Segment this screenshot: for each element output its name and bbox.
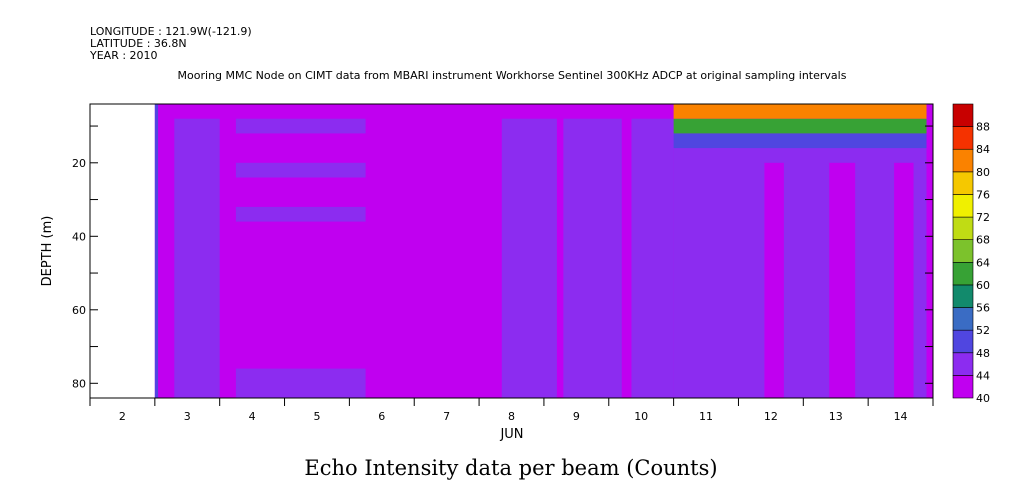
y-tick-label: 60 (72, 304, 86, 317)
x-tick-label: 14 (894, 410, 908, 423)
colorbar-tick-label: 64 (976, 256, 990, 269)
colorbar-tick-label: 84 (976, 143, 990, 156)
x-tick-label: 10 (634, 410, 648, 423)
heatmap-cell (235, 118, 366, 134)
colorbar-tick-label: 80 (976, 166, 990, 179)
heatmap-cells (154, 104, 933, 398)
colorbar-tick-label: 40 (976, 392, 990, 405)
colorbar-tick-label: 44 (976, 369, 990, 382)
x-tick-label: 3 (184, 410, 191, 423)
heatmap-cell (235, 162, 366, 178)
colorbar-tick-label: 88 (976, 121, 990, 134)
colorbar-tick-label: 56 (976, 302, 990, 315)
heatmap-cell (673, 133, 927, 149)
y-tick-label: 80 (72, 377, 86, 390)
year-label: YEAR : 2010 (89, 49, 158, 62)
colorbar-tick-label: 60 (976, 279, 990, 292)
heatmap-cell (631, 118, 674, 398)
colorbar-swatch (952, 307, 974, 331)
heatmap-cell (829, 162, 856, 398)
colorbar-swatch (952, 126, 974, 150)
heatmap-cell (764, 162, 784, 398)
colorbar-swatch (952, 103, 974, 127)
colorbar-swatch (952, 239, 974, 263)
colorbar-swatch (952, 352, 974, 376)
x-tick-label: 5 (313, 410, 320, 423)
figure-caption: Echo Intensity data per beam (Counts) (304, 456, 717, 480)
y-tick-label: 20 (72, 157, 86, 170)
heatmap-cell (712, 148, 739, 398)
x-tick-label: 8 (508, 410, 515, 423)
colorbar-tick-label: 72 (976, 211, 990, 224)
colorbar-swatch (952, 171, 974, 195)
colorbar-tick-label: 76 (976, 188, 990, 201)
heatmap-cell (501, 118, 557, 398)
colorbar-swatch (952, 148, 974, 173)
x-tick-label: 12 (764, 410, 778, 423)
colorbar-swatch (952, 284, 974, 308)
y-axis: 20 40 60 80 (72, 125, 933, 390)
x-tick-label: 2 (119, 410, 126, 423)
heatmap-cell (154, 104, 159, 398)
y-axis-title: DEPTH (m) (40, 216, 55, 287)
x-axis-title: JUN (499, 427, 523, 442)
heatmap-cell (673, 133, 927, 398)
colorbar-tick-label: 68 (976, 234, 990, 247)
colorbar-swatch (952, 194, 974, 218)
heatmap-cell (673, 104, 927, 119)
x-axis: 2 3 4 5 6 7 8 9 10 11 12 13 14 (89, 398, 934, 423)
colorbar-swatch (952, 375, 974, 399)
latitude-label: LATITUDE : 36.8N (90, 37, 187, 50)
colorbar-swatch (952, 262, 974, 286)
heatmap-cell (235, 368, 366, 398)
heatmap-cell (894, 162, 914, 398)
longitude-label: LONGITUDE : 121.9W(-121.9) (90, 25, 252, 38)
colorbar-swatch (952, 216, 974, 240)
plot-frame (89, 103, 934, 399)
colorbar-swatch (952, 329, 974, 354)
heatmap-cell (673, 118, 927, 134)
heatmap-cell (174, 118, 220, 398)
heatmap-cell (563, 118, 622, 398)
colorbar-tick-label: 48 (976, 347, 990, 360)
colorbar: 40 44 48 52 56 60 64 68 72 76 80 84 88 (952, 103, 990, 405)
colorbar-tick-label: 52 (976, 324, 990, 337)
heatmap-cell (235, 206, 366, 222)
x-tick-label: 11 (699, 410, 713, 423)
x-tick-label: 13 (829, 410, 843, 423)
y-tick-label: 40 (72, 230, 86, 243)
x-tick-label: 9 (573, 410, 580, 423)
chart-title: Mooring MMC Node on CIMT data from MBARI… (178, 69, 847, 82)
x-tick-label: 4 (249, 410, 256, 423)
x-tick-label: 6 (378, 410, 385, 423)
x-tick-label: 7 (443, 410, 450, 423)
